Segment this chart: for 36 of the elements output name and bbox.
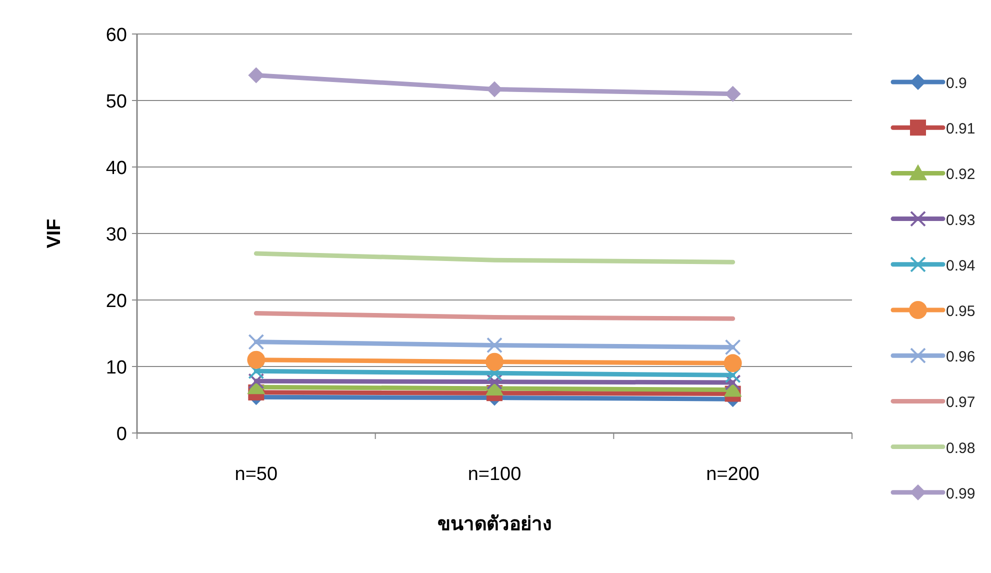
x-tick-label: n=50 xyxy=(234,464,278,485)
x-axis-title: ขนาดตัวอย่าง xyxy=(438,514,552,535)
point xyxy=(248,67,264,84)
legend-label: 0.94 xyxy=(946,257,976,274)
y-tick-label: 0 xyxy=(116,424,127,445)
y-tick-label: 50 xyxy=(106,92,127,112)
legend-label: 0.98 xyxy=(946,440,976,457)
point xyxy=(724,354,742,372)
point xyxy=(724,374,741,390)
point xyxy=(486,365,502,382)
legend-label: 0.97 xyxy=(946,394,976,412)
point xyxy=(724,367,741,384)
legend-label: 0.9 xyxy=(946,75,967,92)
y-tick-label: 60 xyxy=(106,25,127,46)
point xyxy=(247,350,266,369)
point xyxy=(724,339,741,356)
y-tick-label: 40 xyxy=(106,158,127,179)
y-tick-label: 30 xyxy=(106,224,127,246)
x-tick-label: n=100 xyxy=(468,464,522,485)
point xyxy=(486,352,504,371)
y-tick-label: 20 xyxy=(106,291,127,312)
y-axis-title: VIF xyxy=(44,218,65,248)
point xyxy=(486,374,502,390)
point xyxy=(248,363,264,380)
y-tick-label: 10 xyxy=(106,358,127,378)
legend-label: 0.91 xyxy=(946,120,976,138)
legend-label: 0.96 xyxy=(946,348,976,366)
point xyxy=(248,334,264,350)
point xyxy=(248,373,264,390)
legend-label: 0.99 xyxy=(946,485,976,502)
legend-label: 0.93 xyxy=(946,212,976,229)
legend-label: 0.95 xyxy=(946,303,976,320)
point xyxy=(486,81,502,98)
point xyxy=(486,337,502,354)
x-tick-label: n=200 xyxy=(706,464,760,485)
legend-label: 0.92 xyxy=(946,166,976,184)
